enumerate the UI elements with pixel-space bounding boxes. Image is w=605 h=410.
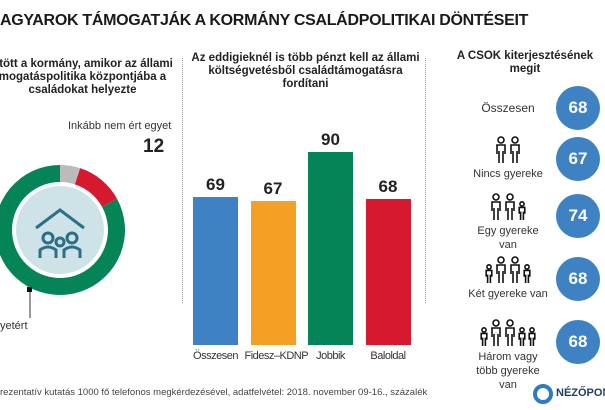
row-label: Nincs gyereke — [473, 168, 543, 180]
value-circle: 67 — [556, 137, 600, 181]
bar-value: 69 — [206, 174, 225, 194]
q-line: családokat helyezte — [28, 84, 137, 96]
bar-category: Baloldal — [370, 350, 406, 362]
family-icon — [480, 319, 536, 346]
label-disagree: Inkább nem ért egyet — [68, 120, 172, 132]
bar-category: Fidesz–KDNP — [244, 350, 309, 362]
page-title: AGYAROK TÁMOGATJÁK A KORMÁNY CSALÁDPOLIT… — [0, 12, 529, 29]
disagree-value: 12 — [143, 136, 165, 157]
bar-category: Jobbik — [316, 350, 345, 362]
value-circle: 68 — [556, 320, 600, 364]
q-line: ntött a kormány, amikor az állami — [0, 58, 173, 70]
bar-category: Összesen — [193, 350, 238, 362]
bar-value: 67 — [263, 178, 283, 198]
donut-slice-disagree — [74, 168, 117, 207]
bar-3 — [365, 198, 411, 345]
row-label: Két gyereke van — [468, 288, 548, 300]
q-line: Az eddigieknél is több pénzt kell az áll… — [191, 52, 420, 64]
bar-value: 90 — [321, 129, 340, 149]
logo-text: NÉZŐPON — [556, 387, 605, 399]
family-icon — [485, 256, 531, 283]
bar-0 — [193, 196, 238, 345]
q-line: mogatáspolitika központjába a — [0, 71, 167, 83]
row-label: Három vagy több gyereke van — [476, 351, 540, 391]
bar-2 — [308, 151, 353, 345]
row-label: Összesen — [481, 101, 535, 115]
family-icon — [491, 193, 526, 220]
q-line: fordítani — [282, 78, 329, 90]
label-agree: yetért — [0, 320, 28, 332]
right-question: A CSOK kiterjesztésének megit — [456, 50, 594, 75]
q-line: költségvetésből családtámogatásra — [208, 65, 403, 77]
value-circle: 68 — [556, 257, 600, 301]
family-house-icon — [35, 208, 85, 258]
footer-source: rezentatív kutatás 1000 fő telefonos meg… — [0, 387, 428, 398]
donut-chart — [0, 165, 125, 318]
divider — [182, 58, 183, 303]
row-label: Egy gyereke van — [477, 225, 539, 251]
middle-question: Az eddigieknél is több pénzt kell az áll… — [188, 52, 423, 91]
value-circle: 74 — [556, 194, 600, 238]
family-icon — [496, 136, 520, 163]
bar-value: 68 — [378, 176, 398, 196]
bar-1 — [250, 200, 296, 345]
logo-icon — [533, 384, 553, 404]
donut-center — [16, 186, 104, 274]
divider — [425, 58, 426, 303]
left-question: ntött a kormány, amikor az állami mogatá… — [0, 58, 175, 97]
donut-slice-other — [60, 165, 81, 185]
value-circle: 68 — [556, 86, 600, 130]
